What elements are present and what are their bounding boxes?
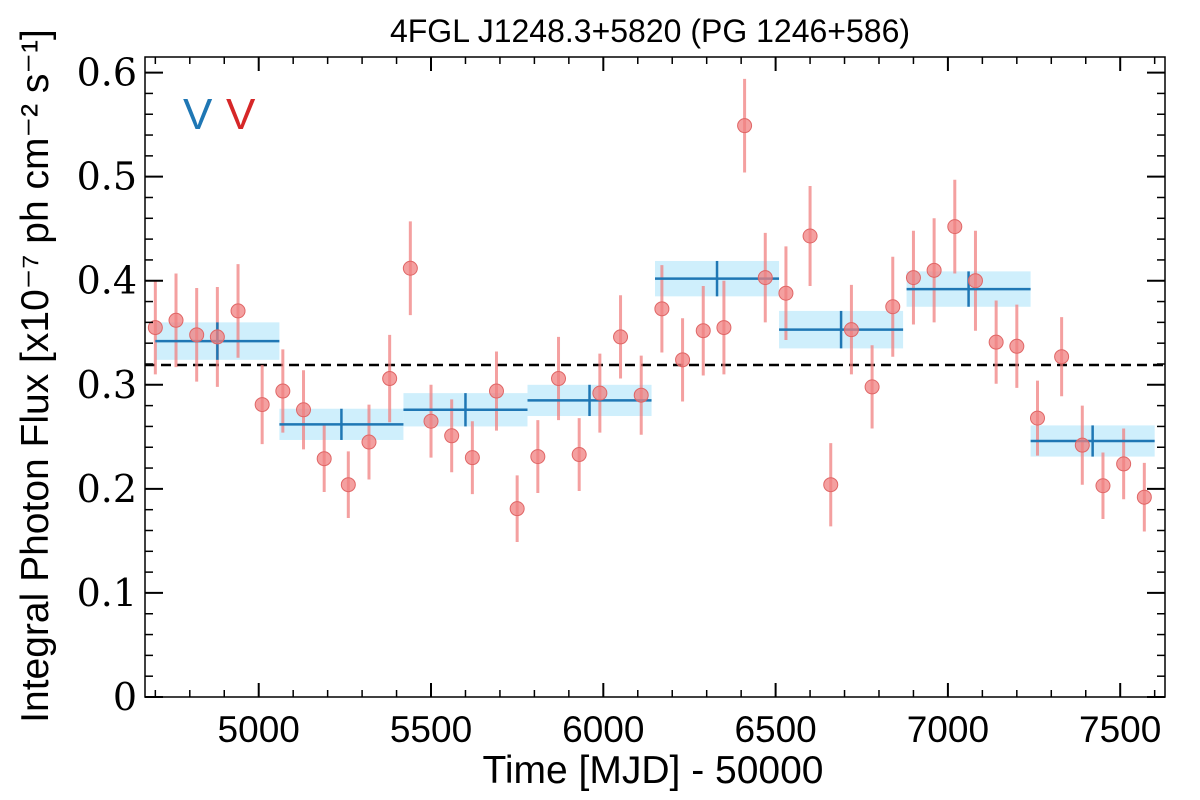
x-tick-label: 7500	[1079, 709, 1161, 750]
data-point	[488, 383, 504, 399]
data-point	[633, 387, 649, 403]
data-point	[757, 270, 773, 286]
data-point	[864, 379, 880, 395]
y-tick-label: 0.4	[77, 259, 137, 303]
data-point	[1009, 338, 1025, 354]
y-tick-label: 0.2	[77, 467, 137, 511]
data-point	[168, 312, 184, 328]
data-point	[230, 303, 246, 319]
plot-content	[145, 78, 1165, 542]
data-point	[275, 383, 291, 399]
axes-frame	[144, 56, 1166, 698]
data-point	[530, 449, 546, 465]
data-point	[592, 385, 608, 401]
data-point	[571, 447, 587, 463]
data-point	[1054, 349, 1070, 365]
data-point	[464, 450, 480, 466]
v-marker-blue: V	[183, 90, 213, 139]
data-point	[316, 451, 332, 467]
y-tick-label: 0.6	[77, 51, 137, 95]
y-tick-label: 0.3	[77, 363, 137, 407]
data-point	[1074, 437, 1090, 453]
data-point	[402, 260, 418, 276]
axes-layer: 5000 5500 6000 6500 7000 7500 0 0.1 0.2 0.3 0.4 0.5…	[77, 51, 1166, 750]
data-point	[654, 301, 670, 317]
x-tick-label: 6500	[734, 709, 816, 750]
data-point	[716, 320, 732, 336]
data-point	[551, 371, 567, 387]
data-point	[296, 402, 312, 418]
data-point	[423, 413, 439, 429]
data-point	[988, 334, 1004, 350]
data-point	[340, 477, 356, 493]
data-point	[361, 434, 377, 450]
x-axis-title: Time [MJD] - 50000	[483, 749, 824, 792]
data-point	[737, 118, 753, 134]
data-point	[905, 270, 921, 286]
data-point	[1116, 456, 1132, 472]
data-point	[695, 323, 711, 339]
data-point	[947, 219, 963, 235]
data-point	[209, 329, 225, 345]
data-point	[254, 397, 270, 413]
y-tick-label: 0.5	[77, 155, 137, 199]
data-point	[1136, 489, 1152, 505]
data-point	[675, 352, 691, 368]
x-tick-label: 5500	[390, 709, 472, 750]
chart-title: 4FGL J1248.3+5820 (PG 1246+586)	[390, 13, 910, 49]
x-tick-label: 7000	[907, 709, 989, 750]
data-point	[967, 273, 983, 289]
data-point	[189, 327, 205, 343]
data-point	[509, 501, 525, 517]
y-tick-label: 0	[113, 675, 137, 719]
x-tick-label: 5000	[218, 709, 300, 750]
data-point	[778, 285, 794, 301]
labels-layer: 4FGL J1248.3+5820 (PG 1246+586) Time [MJ…	[14, 13, 910, 792]
y-axis-title: Integral Photon Flux [x10⁻⁷ ph cm⁻² s⁻¹]	[14, 29, 57, 723]
data-point	[1095, 478, 1111, 494]
data-point	[823, 477, 839, 493]
data-point	[147, 320, 163, 336]
x-tick-label: 6000	[562, 709, 644, 750]
data-point	[885, 299, 901, 315]
data-point	[926, 262, 942, 278]
data-point	[843, 322, 859, 338]
data-point	[1030, 410, 1045, 426]
data-point	[382, 371, 398, 387]
data-point	[444, 428, 460, 444]
y-tick-label: 0.1	[77, 571, 137, 615]
data-point	[802, 228, 818, 244]
v-marker-red: V	[226, 90, 256, 139]
data-point	[613, 329, 629, 345]
